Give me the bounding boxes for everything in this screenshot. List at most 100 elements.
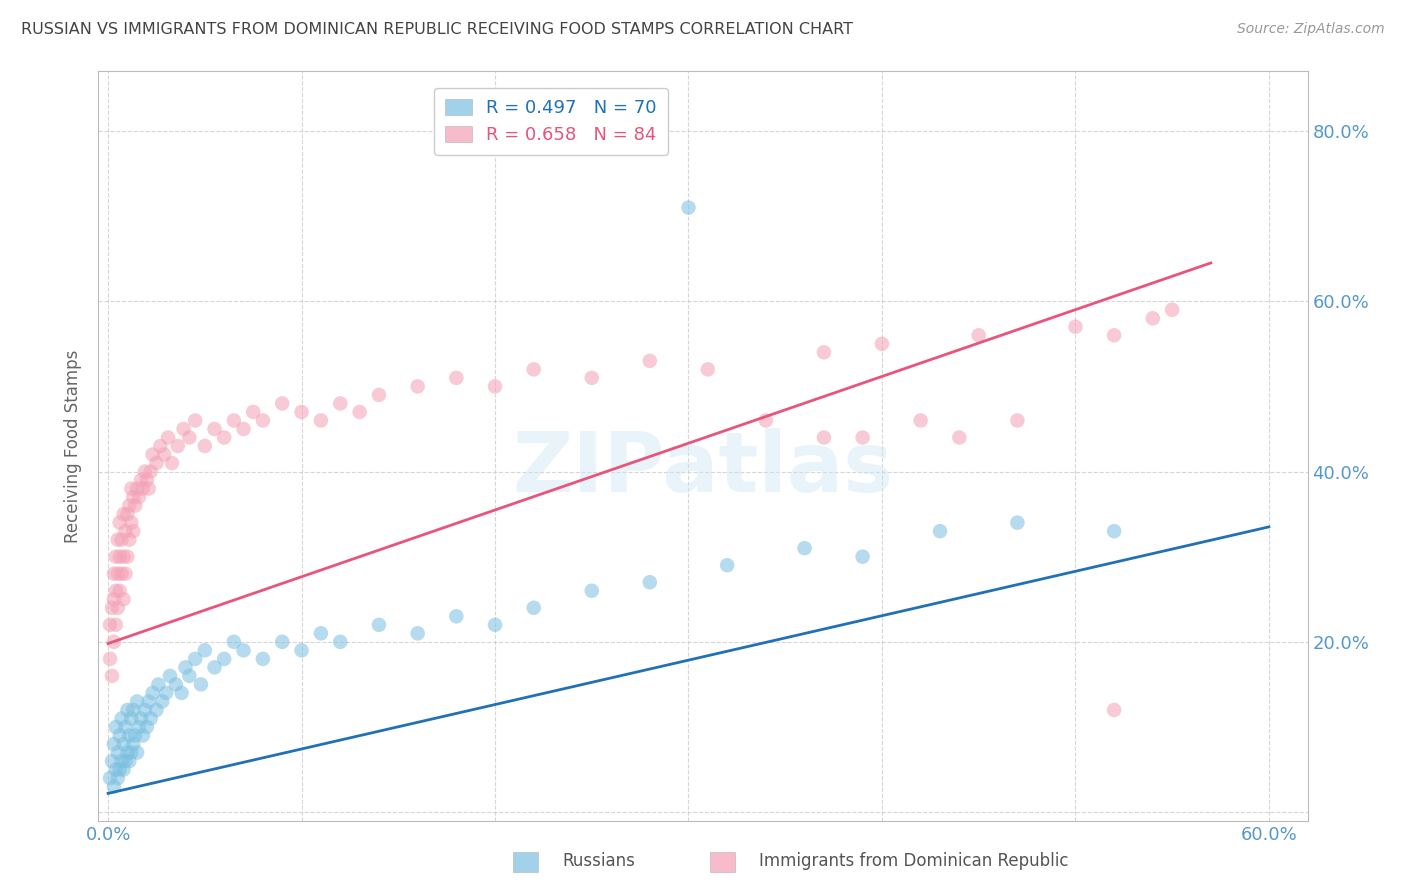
Point (145, 703, 167, 717)
Point (117, 746, 139, 760)
Point (145, 456, 167, 470)
Point (271, 396, 294, 410)
Point (120, 482, 142, 496)
Point (1102, 328, 1125, 343)
Point (523, 362, 546, 376)
Text: Russians: Russians (562, 852, 636, 870)
Point (581, 371, 603, 385)
Point (117, 507, 139, 521)
Point (122, 703, 145, 717)
Point (108, 763, 131, 777)
Point (194, 439, 217, 453)
Point (232, 422, 254, 436)
Point (1142, 311, 1164, 326)
Point (135, 720, 157, 734)
Point (638, 575, 661, 590)
Point (967, 328, 990, 343)
Point (108, 729, 131, 743)
Point (159, 669, 181, 683)
Point (118, 499, 141, 513)
Point (173, 422, 195, 436)
Point (166, 439, 188, 453)
Point (118, 754, 141, 768)
Point (98, 617, 121, 632)
Point (138, 482, 160, 496)
Point (134, 465, 156, 479)
Point (149, 439, 172, 453)
Point (194, 643, 217, 657)
Point (309, 413, 332, 427)
Point (122, 524, 145, 538)
Point (252, 413, 274, 427)
Point (112, 507, 135, 521)
Point (678, 201, 700, 215)
Point (139, 465, 162, 479)
Point (122, 490, 145, 504)
Point (104, 763, 127, 777)
Point (132, 482, 155, 496)
Point (204, 422, 226, 436)
Point (114, 524, 136, 538)
Point (446, 609, 468, 624)
Point (120, 746, 142, 760)
Point (170, 686, 193, 700)
Point (107, 746, 129, 760)
Point (406, 626, 429, 640)
Point (142, 448, 165, 462)
Point (107, 566, 129, 581)
Point (142, 686, 165, 700)
Point (184, 652, 207, 666)
Text: Immigrants from Dominican Republic: Immigrants from Dominican Republic (759, 852, 1069, 870)
Point (222, 413, 245, 427)
Point (813, 345, 835, 359)
Point (948, 430, 970, 444)
Point (112, 549, 135, 564)
Point (127, 746, 149, 760)
Point (112, 763, 135, 777)
Point (242, 405, 264, 419)
Text: RUSSIAN VS IMMIGRANTS FROM DOMINICAN REPUBLIC RECEIVING FOOD STAMPS CORRELATION : RUSSIAN VS IMMIGRANTS FROM DOMINICAN REP… (21, 22, 853, 37)
Point (329, 635, 352, 649)
Point (118, 533, 141, 547)
Point (129, 473, 152, 487)
Point (523, 600, 546, 615)
Point (114, 720, 136, 734)
Legend: R = 0.497   N = 70, R = 0.658   N = 84: R = 0.497 N = 70, R = 0.658 N = 84 (434, 88, 668, 155)
Point (108, 583, 131, 598)
Point (132, 729, 155, 743)
Point (252, 652, 274, 666)
Point (755, 413, 778, 427)
Point (1161, 302, 1184, 317)
Point (190, 677, 212, 691)
Point (111, 711, 134, 725)
Point (793, 541, 815, 556)
Point (204, 660, 226, 674)
Point (104, 720, 127, 734)
Point (103, 635, 125, 649)
Point (290, 643, 312, 657)
Point (638, 354, 661, 368)
Point (174, 660, 197, 674)
Point (446, 371, 468, 385)
Point (128, 720, 150, 734)
Point (104, 549, 127, 564)
Point (179, 669, 201, 683)
Point (103, 737, 125, 751)
Point (148, 677, 170, 691)
Point (212, 652, 235, 666)
Point (122, 737, 145, 751)
Point (484, 379, 506, 393)
Point (111, 533, 134, 547)
Point (101, 669, 124, 683)
Point (222, 635, 245, 649)
Point (111, 754, 134, 768)
Point (309, 626, 332, 640)
Point (406, 379, 429, 393)
Point (114, 754, 136, 768)
Point (232, 643, 254, 657)
Point (368, 617, 391, 632)
Point (111, 566, 134, 581)
Point (98, 771, 121, 785)
Point (98, 652, 121, 666)
Point (120, 516, 142, 530)
